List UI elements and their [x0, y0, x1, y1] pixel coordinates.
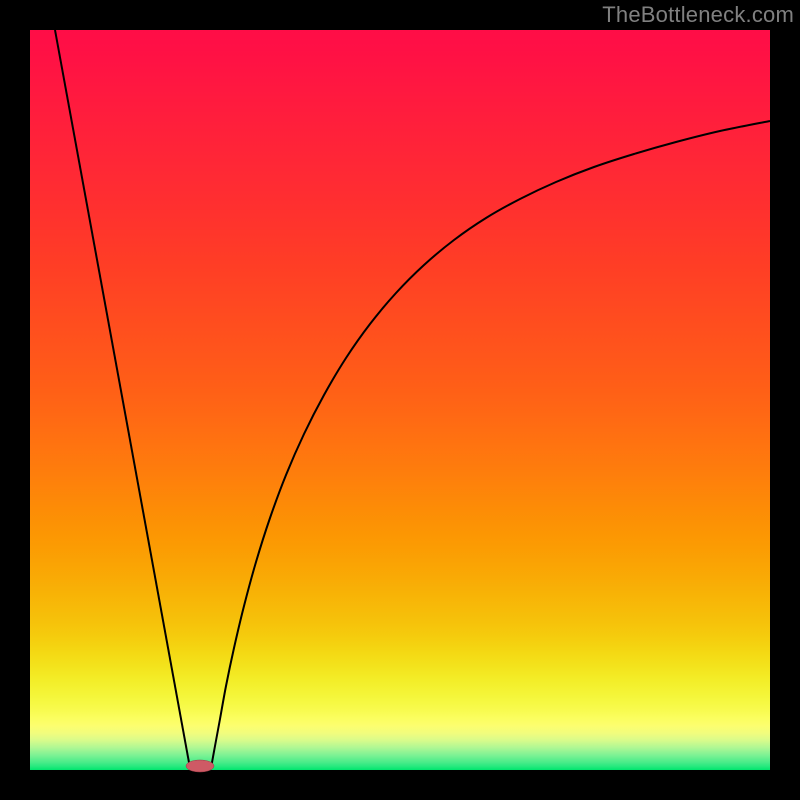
watermark-text: TheBottleneck.com: [602, 2, 794, 28]
plot-background: [30, 30, 770, 770]
bottleneck-plot: [0, 0, 800, 800]
optimum-marker: [186, 760, 214, 772]
